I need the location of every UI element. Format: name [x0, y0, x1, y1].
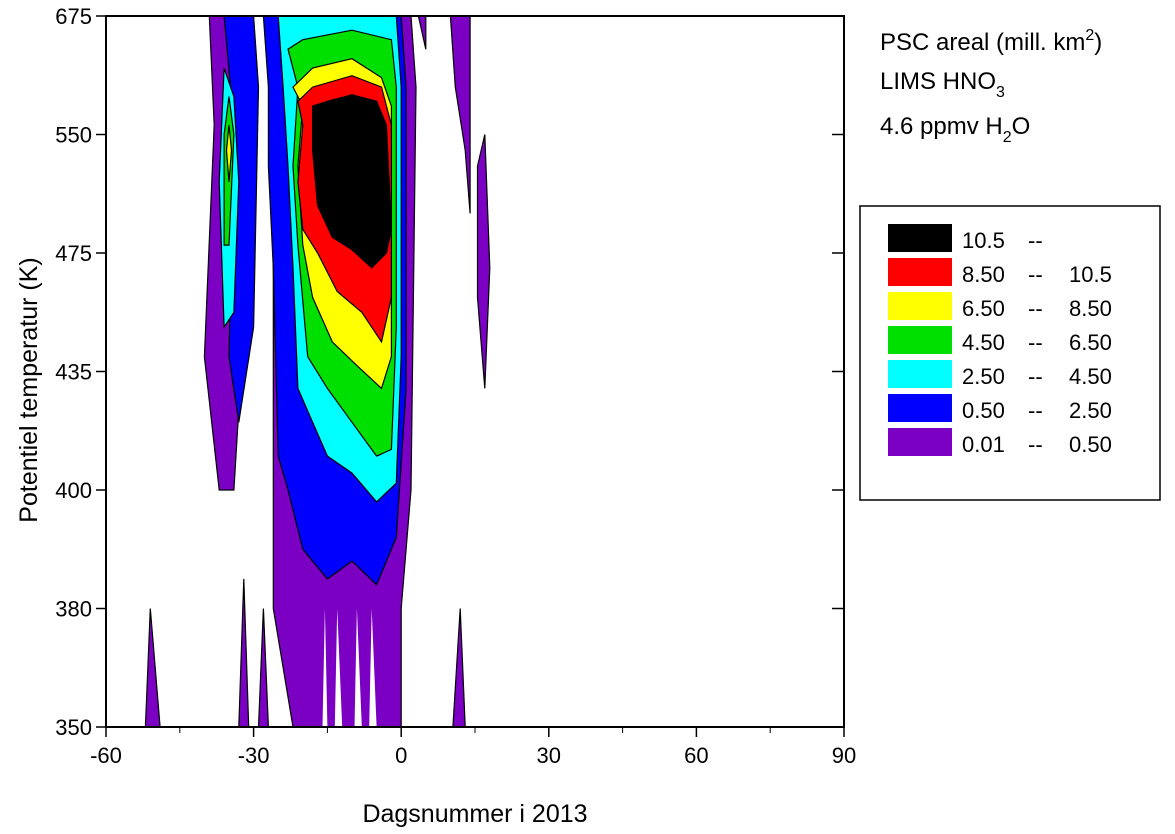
legend-to: 2.50 — [1069, 398, 1112, 423]
y-tick-label: 380 — [55, 597, 92, 622]
legend-to: 4.50 — [1069, 364, 1112, 389]
legend-sep: -- — [1028, 398, 1043, 423]
legend-from: 2.50 — [962, 364, 1005, 389]
contour-level-10-5-region-0 — [312, 94, 393, 269]
annotation-line-2: LIMS HNO3 — [880, 68, 1005, 101]
legend-swatch — [888, 428, 952, 456]
x-tick-label: 0 — [395, 743, 407, 768]
legend-from: 4.50 — [962, 330, 1005, 355]
contour-gap-2 — [354, 608, 362, 727]
legend-sep: -- — [1028, 228, 1043, 253]
y-tick-label: 400 — [55, 478, 92, 503]
legend-swatch — [888, 360, 952, 388]
contour-layer — [144, 15, 491, 728]
contour-level-0-01-region-7 — [476, 134, 491, 389]
annotation-line-3: 4.6 ppmv H2O — [880, 113, 1030, 146]
y-tick-label: 675 — [55, 4, 92, 29]
legend-swatch — [888, 258, 952, 286]
legend-from: 0.50 — [962, 398, 1005, 423]
legend-sep: -- — [1028, 262, 1043, 287]
contour-gap-1 — [334, 608, 343, 727]
legend-swatch — [888, 326, 952, 354]
x-axis-label: Dagsnummer i 2013 — [362, 800, 587, 828]
legend-from: 6.50 — [962, 296, 1005, 321]
legend-sep: -- — [1028, 330, 1043, 355]
x-tick-label: -30 — [238, 743, 270, 768]
legend-swatch — [888, 292, 952, 320]
legend-from: 8.50 — [962, 262, 1005, 287]
y-tick-label: 350 — [55, 715, 92, 740]
contour-level-6-50-region-0 — [225, 124, 233, 182]
x-axis: -60 -30 0 30 60 90 — [90, 727, 856, 768]
y-tick-label: 435 — [55, 360, 92, 385]
legend-sep: -- — [1028, 364, 1043, 389]
contour-gap-3 — [369, 608, 377, 727]
y-axis: 350 380 400 435 475 550 675 — [55, 4, 844, 740]
x-tick-label: 60 — [684, 743, 708, 768]
legend-to: 6.50 — [1069, 330, 1112, 355]
legend-to: 8.50 — [1069, 296, 1112, 321]
annotation-block: PSC areal (mill. km2) LIMS HNO3 4.6 ppmv… — [880, 27, 1102, 146]
legend-from: 0.01 — [962, 432, 1005, 457]
annotation-line-1: PSC areal (mill. km2) — [880, 27, 1102, 56]
legend-from: 10.5 — [962, 228, 1005, 253]
legend-swatch — [888, 394, 952, 422]
x-tick-label: 90 — [832, 743, 856, 768]
y-axis-label: Potentiel temperatur (K) — [15, 257, 43, 522]
y-tick-label: 475 — [55, 241, 92, 266]
y-tick-label: 550 — [55, 123, 92, 148]
legend-to: 10.5 — [1069, 262, 1112, 287]
legend-sep: -- — [1028, 296, 1043, 321]
x-tick-label: -60 — [90, 743, 122, 768]
legend-to: 0.50 — [1069, 432, 1112, 457]
legend-swatch — [888, 224, 952, 252]
legend: 10.5 -- 8.50 -- 10.5 6.50 -- 8.50 4.50 -- 6.50 2.50… — [859, 205, 1161, 501]
legend-sep: -- — [1028, 432, 1043, 457]
x-tick-label: 30 — [537, 743, 561, 768]
contour-gap-0 — [322, 608, 328, 727]
